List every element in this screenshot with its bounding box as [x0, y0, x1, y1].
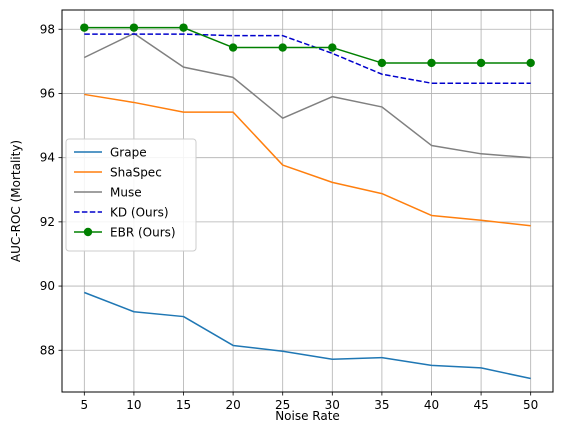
data-point-ebr-ours — [228, 43, 238, 52]
legend-label-ebr-ours: EBR (Ours) — [110, 226, 176, 240]
data-point-ebr-ours — [80, 23, 89, 32]
legend-label-kd-ours: KD (Ours) — [110, 206, 169, 220]
series-line-muse — [83, 32, 531, 159]
x-tick-label: 5 — [80, 398, 88, 412]
x-tick-label: 45 — [473, 398, 488, 412]
legend-label-shaspec: ShaSpec — [110, 166, 162, 180]
x-axis-title: Noise Rate — [275, 409, 340, 423]
y-tick-label: 94 — [40, 151, 55, 165]
x-tick-label: 35 — [374, 398, 389, 412]
data-point-ebr-ours — [476, 58, 486, 68]
y-tick-label: 98 — [40, 22, 55, 36]
series-line-kd-ours — [84, 33, 531, 84]
series-line-ebr-ours — [84, 26, 531, 64]
data-point-ebr-ours — [179, 23, 188, 32]
ticks: 5 10 15 20 25 30 35 40 45 50 88 90 92 94 96 98 — [40, 22, 539, 412]
legend-label-muse: Muse — [110, 186, 142, 200]
data-point-ebr-ours — [278, 43, 287, 52]
series-group — [80, 23, 535, 380]
y-tick-label: 90 — [40, 279, 55, 293]
y-tick-label: 92 — [40, 215, 55, 229]
data-point-ebr-ours — [129, 23, 139, 32]
data-point-ebr-ours — [526, 58, 535, 68]
plot-frame — [61, 9, 554, 393]
series-line-grape — [84, 291, 531, 380]
y-axis-title: AUC-ROC (Mortality) — [9, 140, 23, 262]
legend-box — [65, 138, 197, 252]
y-tick-label: 88 — [40, 343, 55, 357]
x-tick-label: 20 — [225, 398, 240, 412]
legend-label-grape: Grape — [110, 146, 147, 160]
legend-marker-ebr-ours — [83, 227, 93, 237]
legend: Grape ShaSpec Muse KD (Ours) EBR (Ours) — [65, 138, 197, 252]
x-tick-label: 50 — [523, 398, 538, 412]
x-tick-label: 30 — [325, 398, 340, 412]
y-tick-label: 96 — [40, 86, 55, 100]
x-tick-label: 15 — [176, 398, 191, 412]
data-point-ebr-ours — [377, 58, 387, 68]
x-tick-label: 10 — [126, 398, 141, 412]
series-line-shaspec — [84, 93, 531, 227]
grid — [62, 10, 553, 392]
data-point-ebr-ours — [427, 58, 436, 68]
x-tick-label: 25 — [275, 398, 290, 412]
x-tick-label: 40 — [424, 398, 439, 412]
data-point-ebr-ours — [328, 43, 337, 52]
